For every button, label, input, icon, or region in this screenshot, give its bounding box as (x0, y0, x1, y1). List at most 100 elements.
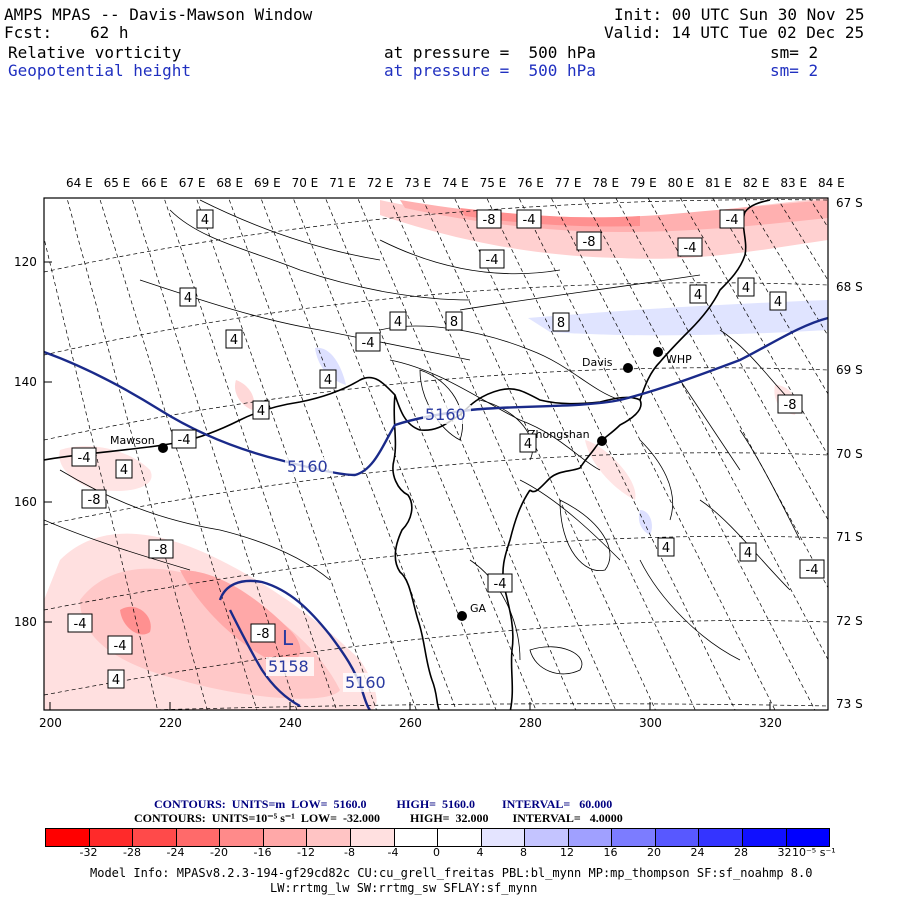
forecast-label: Fcst: (4, 23, 53, 42)
colorbar-tick-label: 16 (603, 846, 618, 859)
vorticity-contour-label: -8 (784, 398, 797, 413)
init-time: Init: 00 UTC Sun 30 Nov 25 (614, 5, 865, 24)
station-label-mawson: Mawson (110, 434, 155, 447)
height-contour-info: CONTOURS: UNITS=m LOW= 5160.0 HIGH= 5160… (154, 797, 613, 811)
colorbar-swatch (525, 829, 569, 846)
vorticity-contour-label: 4 (184, 291, 192, 306)
latitude-label: 73 S (836, 697, 863, 711)
station-label-zhongshan: Zhongshan (528, 428, 590, 441)
field2-smoothing: sm= 2 (770, 61, 819, 80)
vorticity-contour-label: -8 (88, 493, 101, 508)
colorbar-tick-label: -12 (297, 846, 315, 859)
station-dot-davis (623, 363, 633, 373)
longitude-gridlines (44, 198, 828, 710)
latitude-label: 70 S (836, 446, 863, 461)
longitude-label: 84 E (818, 176, 845, 190)
vorticity-contour-label: 4 (524, 437, 532, 452)
vorticity-contour-label: 4 (112, 673, 120, 688)
latitude-label: 67 S (836, 196, 863, 210)
colorbar-swatch (394, 829, 439, 846)
longitude-label: 80 E (667, 176, 695, 190)
colorbar-swatch (699, 829, 743, 846)
station-label-davis: Davis (582, 356, 613, 369)
height-contour-label: 5160 (345, 673, 386, 692)
model-info-physics: LW:rrtmg_lw SW:rrtmg_sw SFLAY:sf_mynn (270, 881, 538, 895)
longitude-label: 75 E (479, 176, 507, 190)
colorbar-swatch (176, 829, 221, 846)
x-tick-label: 220 (159, 716, 182, 730)
longitude-label: 72 E (366, 176, 394, 190)
latitude-label: 71 S (836, 530, 863, 544)
colorbar-tick-label: 24 (690, 846, 705, 859)
map-frame (43, 197, 829, 711)
vorticity-contour-label: 4 (774, 295, 782, 310)
vorticity-contour-label: -4 (726, 213, 739, 228)
x-tick-label: 280 (519, 716, 542, 730)
colorbar-tick-label: -16 (253, 846, 272, 859)
colorbar-swatch (89, 829, 134, 846)
longitude-label: 69 E (254, 176, 281, 190)
vorticity-contour-label: -4 (74, 617, 87, 632)
longitude-label: 70 E (291, 176, 319, 190)
y-tick-label: 160 (14, 495, 37, 509)
longitude-label: 79 E (630, 176, 657, 190)
height-contour-label: 5158 (268, 657, 309, 676)
vorticity-contour-label: 8 (557, 316, 565, 331)
vorticity-contour-label: -4 (362, 336, 375, 351)
height-contour-label: 5160 (287, 457, 328, 476)
colorbar-swatch (307, 829, 351, 846)
station-dot-whp (653, 347, 663, 357)
field2-level: at pressure = 500 hPa (384, 61, 596, 80)
colorbar-swatch (568, 829, 613, 846)
station-dot-zhongshan (597, 436, 607, 446)
vorticity-contour-label: -4 (486, 253, 499, 268)
colorbar-swatch (46, 829, 90, 846)
colorbar-tick-label: -24 (166, 846, 185, 859)
vorticity-contour-label: 8 (450, 315, 458, 330)
longitude-label: 73 E (404, 176, 432, 190)
vorticity-contour-label: -4 (806, 563, 819, 578)
longitude-label: 83 E (780, 176, 808, 190)
colorbar-tick-label: -32 (79, 846, 98, 859)
colorbar-swatch (743, 829, 787, 846)
vorticity-contour-label: 4 (257, 404, 265, 419)
low-pressure-label: L (282, 626, 294, 650)
field2-name: Geopotential height (8, 61, 192, 80)
vorticity-contour-label: -8 (483, 213, 496, 228)
colorbar-tick-label: 12 (560, 846, 574, 859)
longitude-label: 78 E (592, 176, 620, 190)
vorticity-contour-label: 4 (694, 288, 702, 303)
forecast-hour: 62 h (90, 23, 129, 42)
model-info: Model Info: MPASv8.2.3-194-gf29cd82c CU:… (90, 866, 813, 880)
colorbar-tick-label: 28 (734, 846, 748, 859)
latitude-label: 68 S (836, 279, 863, 294)
station-dot-ga (457, 611, 467, 621)
longitude-label: 67 E (178, 176, 206, 190)
colorbar-tick-label: 32 (777, 846, 792, 859)
vorticity-contour-label: -4 (684, 241, 697, 256)
x-tick-label: 240 (279, 716, 302, 730)
longitude-label: 82 E (742, 176, 770, 190)
vorticity-contour-label: -8 (155, 543, 168, 558)
vorticity-contour-info: CONTOURS: UNITS=10⁻⁵ s⁻¹ LOW= -32.000 HI… (134, 811, 623, 825)
station-label-whp: WHP (666, 353, 692, 366)
vorticity-contour-label: -4 (114, 639, 127, 654)
colorbar-tick-label: -20 (210, 846, 228, 859)
station-markers (158, 347, 663, 621)
axis-tick-marks (44, 261, 771, 710)
x-tick-label: 300 (639, 716, 662, 730)
height-contour-label: 5160 (425, 405, 466, 424)
field1-name: Relative vorticity (8, 43, 182, 62)
vorticity-contour-label: -4 (523, 213, 536, 228)
colorbar-units: 10⁻⁵ s⁻¹ (792, 846, 836, 859)
vorticity-contour-label: 4 (230, 333, 238, 348)
latitude-label: 69 S (836, 363, 863, 377)
colorbar-swatch (220, 829, 264, 846)
longitude-label: 71 E (329, 176, 356, 190)
colorbar-swatch (786, 829, 830, 846)
longitude-label: 66 E (141, 176, 168, 190)
vorticity-contour-label: -8 (257, 627, 270, 642)
longitude-label: 64 E (66, 176, 93, 190)
colorbar-swatch (655, 829, 700, 846)
vorticity-contour-label: 4 (662, 541, 670, 556)
